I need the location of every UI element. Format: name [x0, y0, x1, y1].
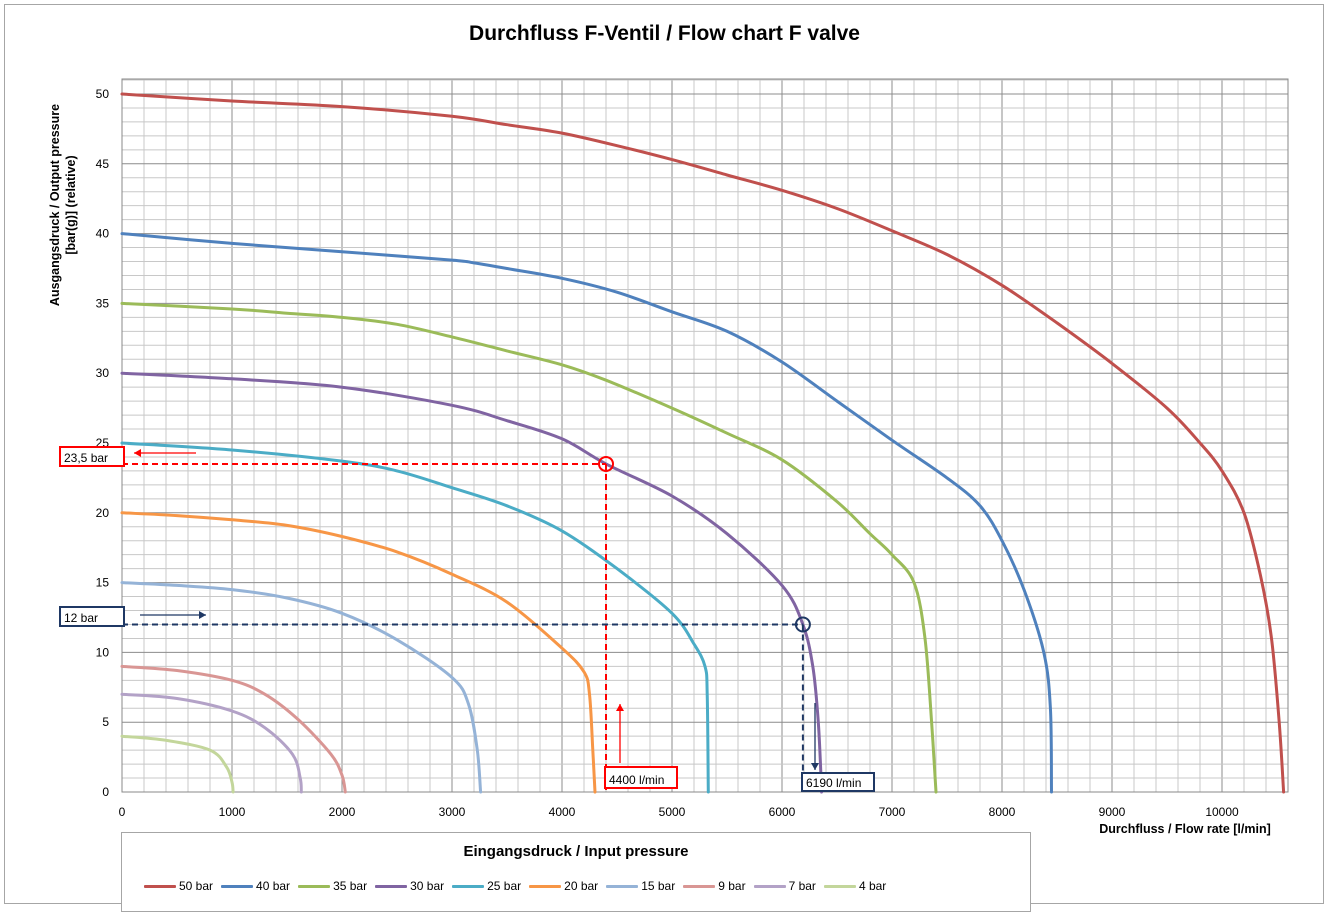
- legend-label: 20 bar: [564, 879, 599, 893]
- legend-label: 50 bar: [179, 879, 214, 893]
- legend-item: 15 bar: [606, 879, 675, 893]
- series-line-35-bar: [120, 301, 938, 794]
- blue-y-value-label: 12 bar: [64, 611, 98, 625]
- red-x-value-label-box: [604, 766, 678, 789]
- y-tick-label: 30: [96, 366, 110, 380]
- y-tick-label: 15: [96, 576, 110, 590]
- annotations: 23,5 bar 4400 l/min 12 bar 6190 l/min: [59, 446, 875, 792]
- x-tick-label: 5000: [659, 805, 686, 819]
- legend-swatch: [683, 884, 716, 888]
- chart-title: Durchfluss F-Ventil / Flow chart F valve: [469, 22, 860, 45]
- blue-y-value-label-box: [59, 606, 125, 627]
- series-line-7-bar: [120, 692, 303, 794]
- legend-swatch: [221, 884, 254, 888]
- red-x-value-label: 4400 l/min: [609, 773, 664, 787]
- y-axis-label-line1: Ausgangsdruck / Output pressure: [48, 104, 62, 306]
- x-axis-label: Durchfluss / Flow rate [l/min]: [1099, 822, 1271, 836]
- legend-label: 35 bar: [333, 879, 368, 893]
- legend-label: 25 bar: [487, 879, 522, 893]
- legend-item: 35 bar: [298, 879, 367, 893]
- legend-label: 9 bar: [718, 879, 746, 893]
- legend-item: 7 bar: [753, 879, 816, 893]
- x-tick-label: 10000: [1205, 805, 1239, 819]
- y-tick-label: 10: [96, 645, 110, 659]
- series-lines: [120, 92, 1286, 794]
- red-point-marker: [598, 455, 614, 472]
- red-y-value-label-box: [59, 446, 125, 467]
- red-y-value-label: 23,5 bar: [64, 451, 108, 465]
- series-line-15-bar: [120, 581, 483, 794]
- y-tick-label: 5: [102, 715, 109, 729]
- y-tick-label: 35: [96, 296, 110, 310]
- legend-label: 30 bar: [410, 879, 445, 893]
- legend-label: 15 bar: [641, 879, 676, 893]
- y-tick-label: 45: [96, 157, 110, 171]
- legend-label: 7 bar: [788, 879, 816, 893]
- x-tick-label: 3000: [439, 805, 466, 819]
- blue-arrow-down-head: [811, 763, 819, 770]
- blue-arrow-down: [811, 703, 819, 770]
- series-line-20-bar: [120, 511, 597, 794]
- x-tick-label: 8000: [989, 805, 1016, 819]
- y-axis-label-line2: [bar(g)] (relative): [64, 155, 78, 254]
- x-tick-label: 7000: [879, 805, 906, 819]
- grid: [122, 79, 1288, 792]
- x-tick-labels: 0 1000 2000 3000 4000 5000 6000 7000 8000 9000 100…: [119, 805, 1239, 819]
- blue-x-value-label-box: [801, 772, 875, 792]
- red-arrow-up-head: [616, 704, 624, 711]
- legend-label: 40 bar: [256, 879, 291, 893]
- legend: Eingangsdruck / Input pressure 50 bar 40 …: [121, 832, 1031, 912]
- blue-arrow-right-head: [199, 611, 206, 619]
- blue-point-marker: [794, 616, 811, 633]
- legend-items: 50 bar 40 bar 35 bar 30 bar 25 bar 20 bar 15 b…: [144, 879, 886, 893]
- legend-item: 50 bar: [144, 879, 213, 893]
- legend-item: 4 bar: [823, 879, 887, 893]
- legend-title: Eingangsdruck / Input pressure: [463, 843, 689, 860]
- x-tick-label: 9000: [1099, 805, 1126, 819]
- legend-swatch: [298, 884, 331, 888]
- legend-swatch: [144, 884, 176, 888]
- x-tick-label: 2000: [329, 805, 356, 819]
- legend-swatch: [529, 884, 562, 888]
- legend-item: 40 bar: [221, 879, 290, 893]
- legend-swatch: [452, 884, 485, 888]
- plot-area-border: [121, 78, 1289, 793]
- blue-x-value-label: 6190 l/min: [806, 776, 861, 790]
- y-tick-label: 40: [96, 227, 110, 241]
- legend-item: 25 bar: [452, 879, 521, 893]
- legend-swatch: [753, 884, 786, 888]
- legend-swatch: [375, 884, 408, 888]
- blue-arrow-right: [140, 611, 206, 619]
- y-tick-label: 50: [96, 87, 110, 101]
- x-tick-label: 4000: [549, 805, 576, 819]
- legend-item: 9 bar: [683, 879, 746, 893]
- x-tick-label: 6000: [769, 805, 796, 819]
- legend-swatch: [606, 884, 639, 888]
- x-tick-label: 0: [119, 805, 126, 819]
- series-line-50-bar: [120, 92, 1286, 794]
- series-line-9-bar: [120, 664, 347, 794]
- y-tick-label: 20: [96, 506, 110, 520]
- series-line-4-bar: [120, 734, 235, 794]
- red-arrow-up: [616, 704, 624, 763]
- x-tick-label: 1000: [219, 805, 246, 819]
- red-arrow-left-head: [134, 449, 141, 457]
- legend-item: 20 bar: [529, 879, 598, 893]
- series-line-25-bar: [120, 441, 710, 794]
- legend-swatch: [823, 884, 856, 888]
- legend-item: 30 bar: [375, 879, 444, 893]
- series-line-40-bar: [120, 232, 1053, 794]
- y-tick-label: 0: [102, 785, 109, 799]
- legend-label: 4 bar: [858, 879, 887, 893]
- red-arrow-left: [134, 449, 196, 457]
- series-line-30-bar: [120, 371, 824, 794]
